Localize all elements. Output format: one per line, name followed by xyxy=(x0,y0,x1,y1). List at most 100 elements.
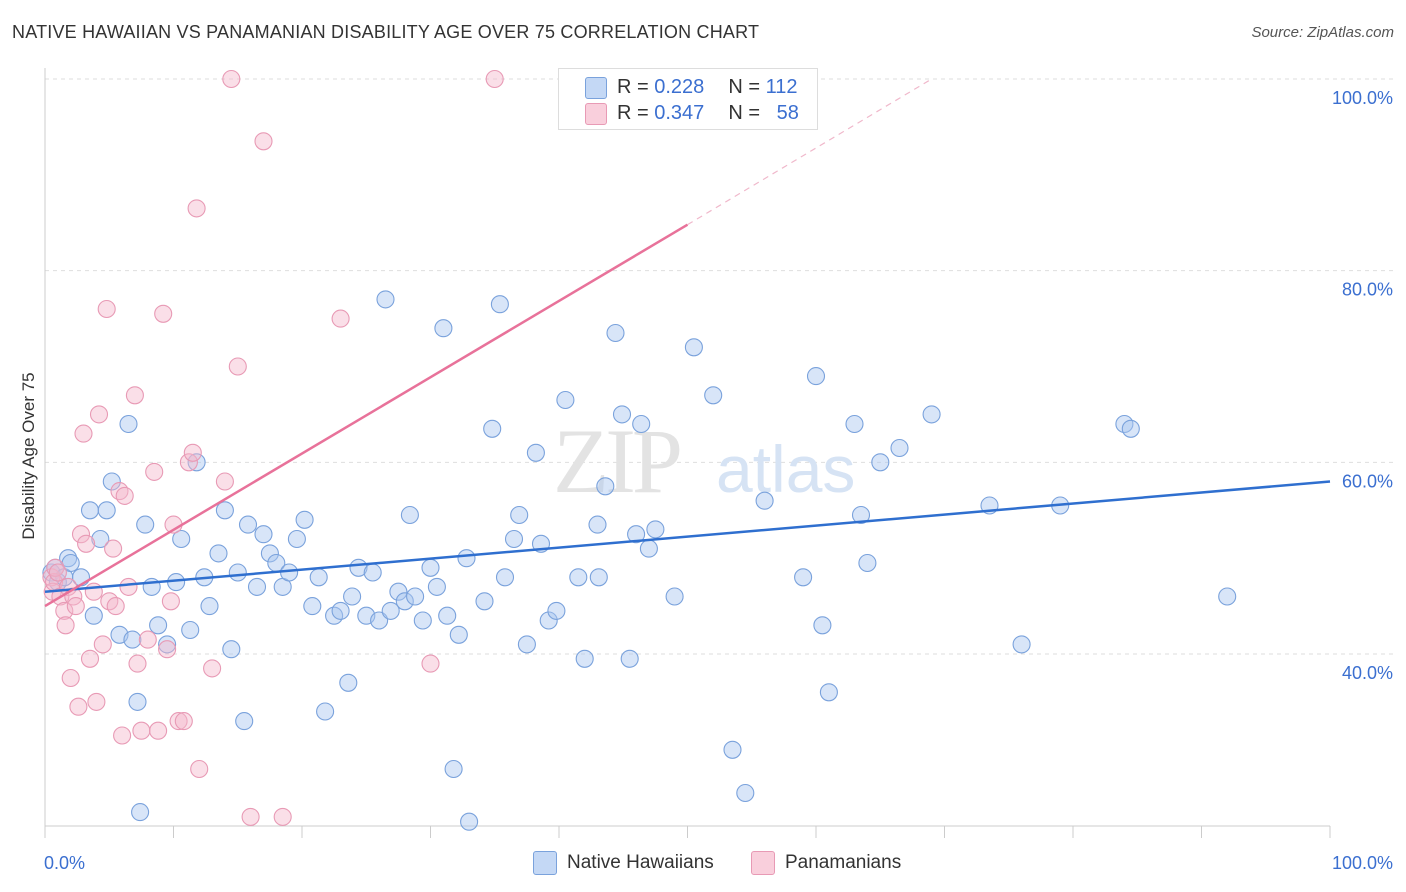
data-point xyxy=(215,501,234,520)
data-point xyxy=(449,625,468,644)
data-point xyxy=(421,558,440,577)
data-point xyxy=(343,587,362,606)
data-point xyxy=(890,438,909,458)
data-point xyxy=(128,692,147,711)
data-point xyxy=(154,304,173,323)
data-point xyxy=(871,453,890,472)
data-point xyxy=(61,668,80,688)
data-point xyxy=(149,616,168,635)
data-point xyxy=(427,577,446,596)
data-point xyxy=(504,529,524,549)
data-point xyxy=(485,69,504,89)
trend-line xyxy=(44,223,689,608)
data-point xyxy=(169,712,188,731)
series-native-hawaiians-points xyxy=(42,290,1237,831)
data-point xyxy=(106,597,125,616)
data-point xyxy=(179,453,198,472)
data-point xyxy=(222,640,241,659)
data-point xyxy=(222,69,241,89)
data-point xyxy=(851,505,871,525)
data-point xyxy=(128,654,147,673)
data-point xyxy=(755,491,774,510)
data-point xyxy=(87,692,106,711)
data-point xyxy=(413,611,432,630)
data-point xyxy=(215,472,234,491)
legend-r-value: 0.228 xyxy=(654,75,705,98)
data-point xyxy=(84,582,103,601)
data-point xyxy=(381,601,400,620)
data-point xyxy=(260,544,279,563)
data-point xyxy=(74,424,93,443)
trend-lines xyxy=(44,78,1331,608)
source-label: Source: ZipAtlas.com xyxy=(1251,24,1394,41)
bottom-legend-label: Panamanians xyxy=(785,852,902,873)
data-point xyxy=(97,299,116,319)
data-point xyxy=(400,505,419,525)
data-point xyxy=(1121,419,1140,438)
data-point xyxy=(794,568,813,587)
grid-lines xyxy=(45,78,1395,655)
legend-r-value: 0.347 xyxy=(654,101,705,124)
data-point xyxy=(556,390,575,410)
trend-line-extension xyxy=(687,78,932,226)
data-point xyxy=(588,515,607,534)
data-point xyxy=(589,568,608,587)
data-point xyxy=(273,807,292,826)
data-point xyxy=(596,477,615,496)
data-point xyxy=(48,563,67,582)
data-point xyxy=(1012,635,1031,654)
data-point xyxy=(158,640,177,659)
data-point xyxy=(395,592,414,611)
data-point xyxy=(203,659,222,678)
data-point xyxy=(80,649,100,668)
data-point xyxy=(131,803,150,822)
legend-n-value: 112 xyxy=(765,75,798,98)
data-point xyxy=(209,544,228,563)
watermark-atlas: atlas xyxy=(716,432,855,506)
data-point xyxy=(102,472,121,491)
data-point xyxy=(91,529,110,549)
data-point xyxy=(612,405,632,424)
data-point xyxy=(460,812,479,831)
legend-row-panamanians: R = 0.347 N = 58 xyxy=(617,100,799,126)
data-point xyxy=(547,601,566,620)
data-point xyxy=(316,702,335,721)
data-point xyxy=(71,525,91,544)
data-point xyxy=(93,635,112,654)
data-point xyxy=(421,654,440,673)
data-point xyxy=(59,549,78,568)
data-point xyxy=(627,525,646,544)
legend-swatch-panamanians xyxy=(585,103,607,125)
legend-row-native-hawaiians: R = 0.228 N = 112 xyxy=(617,74,797,100)
data-point xyxy=(606,323,625,343)
data-point xyxy=(620,649,639,668)
data-point xyxy=(704,386,723,405)
data-point xyxy=(845,414,864,434)
legend-r-label: R = xyxy=(617,101,649,124)
data-point xyxy=(46,558,65,577)
data-point xyxy=(56,616,75,635)
data-point xyxy=(495,568,515,587)
data-point xyxy=(303,597,322,616)
data-point xyxy=(145,462,164,481)
data-point xyxy=(66,597,85,616)
data-point xyxy=(84,606,103,625)
data-point xyxy=(113,726,132,745)
data-point xyxy=(119,414,138,434)
data-point xyxy=(55,601,74,620)
data-point xyxy=(69,697,88,716)
data-point xyxy=(136,515,155,534)
data-point xyxy=(517,635,536,654)
data-point xyxy=(104,539,123,558)
data-point xyxy=(89,405,109,424)
data-point xyxy=(684,338,703,357)
data-point xyxy=(119,577,138,596)
x-tick-left: 0.0% xyxy=(44,853,85,873)
x-tick-right: 100.0% xyxy=(1332,853,1393,873)
data-point xyxy=(646,520,665,539)
data-point xyxy=(80,501,100,520)
data-point xyxy=(813,616,832,635)
data-point xyxy=(254,525,273,544)
series-panamanians-points xyxy=(42,69,504,826)
data-point xyxy=(200,597,219,616)
